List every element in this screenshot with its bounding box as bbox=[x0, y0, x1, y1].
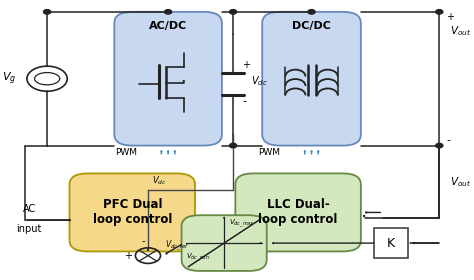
Text: $V_{dc}$: $V_{dc}$ bbox=[251, 74, 268, 88]
Text: -: - bbox=[142, 236, 145, 246]
FancyBboxPatch shape bbox=[114, 12, 222, 146]
Text: K: K bbox=[387, 237, 395, 249]
Circle shape bbox=[436, 10, 443, 14]
FancyBboxPatch shape bbox=[236, 173, 361, 251]
Bar bbox=[374, 228, 408, 258]
Text: $V_{out}$: $V_{out}$ bbox=[450, 24, 472, 38]
Text: +: + bbox=[446, 12, 454, 22]
FancyBboxPatch shape bbox=[70, 173, 195, 251]
Circle shape bbox=[436, 143, 443, 148]
Text: LLC Dual-
loop control: LLC Dual- loop control bbox=[258, 199, 338, 227]
Text: AC: AC bbox=[23, 204, 36, 214]
Text: $V_{dc\_max}$: $V_{dc\_max}$ bbox=[228, 218, 255, 230]
Circle shape bbox=[229, 10, 237, 14]
Circle shape bbox=[164, 10, 172, 14]
Text: +: + bbox=[242, 60, 250, 70]
Text: input: input bbox=[17, 224, 42, 234]
Text: DC/DC: DC/DC bbox=[292, 21, 331, 31]
Text: -: - bbox=[446, 135, 450, 145]
Text: $V_{out}$: $V_{out}$ bbox=[450, 175, 472, 189]
Text: +: + bbox=[124, 251, 132, 261]
Text: AC/DC: AC/DC bbox=[149, 21, 187, 31]
Circle shape bbox=[44, 10, 51, 14]
Text: $V_{dc\_ref}$: $V_{dc\_ref}$ bbox=[165, 238, 189, 253]
Text: $V_{dc\_min}$: $V_{dc\_min}$ bbox=[186, 252, 210, 264]
FancyBboxPatch shape bbox=[182, 215, 267, 271]
Text: -: - bbox=[242, 96, 246, 106]
FancyBboxPatch shape bbox=[262, 12, 361, 146]
Text: PWM: PWM bbox=[258, 148, 280, 157]
Text: $V_g$: $V_g$ bbox=[1, 71, 16, 87]
Circle shape bbox=[229, 143, 237, 148]
Text: PWM: PWM bbox=[115, 148, 137, 157]
Circle shape bbox=[308, 10, 315, 14]
Text: PFC Dual
loop control: PFC Dual loop control bbox=[92, 199, 172, 227]
Text: $V_{dc}$: $V_{dc}$ bbox=[153, 175, 167, 187]
